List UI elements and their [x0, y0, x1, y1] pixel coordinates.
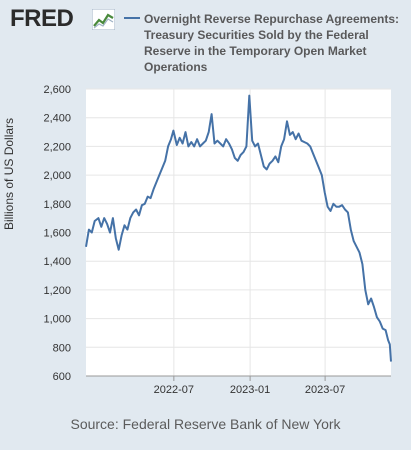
y-tick-label: 800	[53, 342, 71, 354]
chart-header: FRED Overnight Reverse Repurchase Agreem…	[0, 0, 411, 80]
y-tick-label: 2,000	[43, 170, 71, 182]
x-tick-label: 2022-07	[154, 384, 194, 396]
legend-label[interactable]: Overnight Reverse Repurchase Agreements:…	[144, 12, 399, 74]
line-chart: 600 800 1,000 1,200 1,400 1,600 1,800 2,000 2,20…	[43, 84, 392, 396]
y-tick-label: 1,200	[43, 285, 71, 297]
y-axis-label: Billions of US Dollars	[2, 117, 16, 230]
y-tick-label: 2,600	[43, 84, 71, 96]
source-note: Source: Federal Reserve Bank of New York	[70, 416, 341, 432]
y-tick-label: 2,400	[43, 113, 71, 125]
y-tick-label: 600	[53, 371, 71, 383]
series-line	[85, 94, 392, 362]
y-tick-label: 2,200	[43, 141, 71, 153]
fred-logo[interactable]: FRED	[10, 5, 74, 32]
x-tick-label: 2023-07	[305, 384, 345, 396]
y-tick-label: 1,000	[43, 314, 71, 326]
chart-trend-icon	[92, 9, 115, 30]
legend-swatch	[124, 17, 140, 19]
y-tick-label: 1,600	[43, 228, 71, 240]
chart-area: 600 800 1,000 1,200 1,400 1,600 1,800 2,000 2,20…	[0, 80, 411, 400]
y-tick-label: 1,400	[43, 256, 71, 268]
y-tick-label: 1,800	[43, 199, 71, 211]
x-tick-label: 2023-01	[230, 384, 270, 396]
